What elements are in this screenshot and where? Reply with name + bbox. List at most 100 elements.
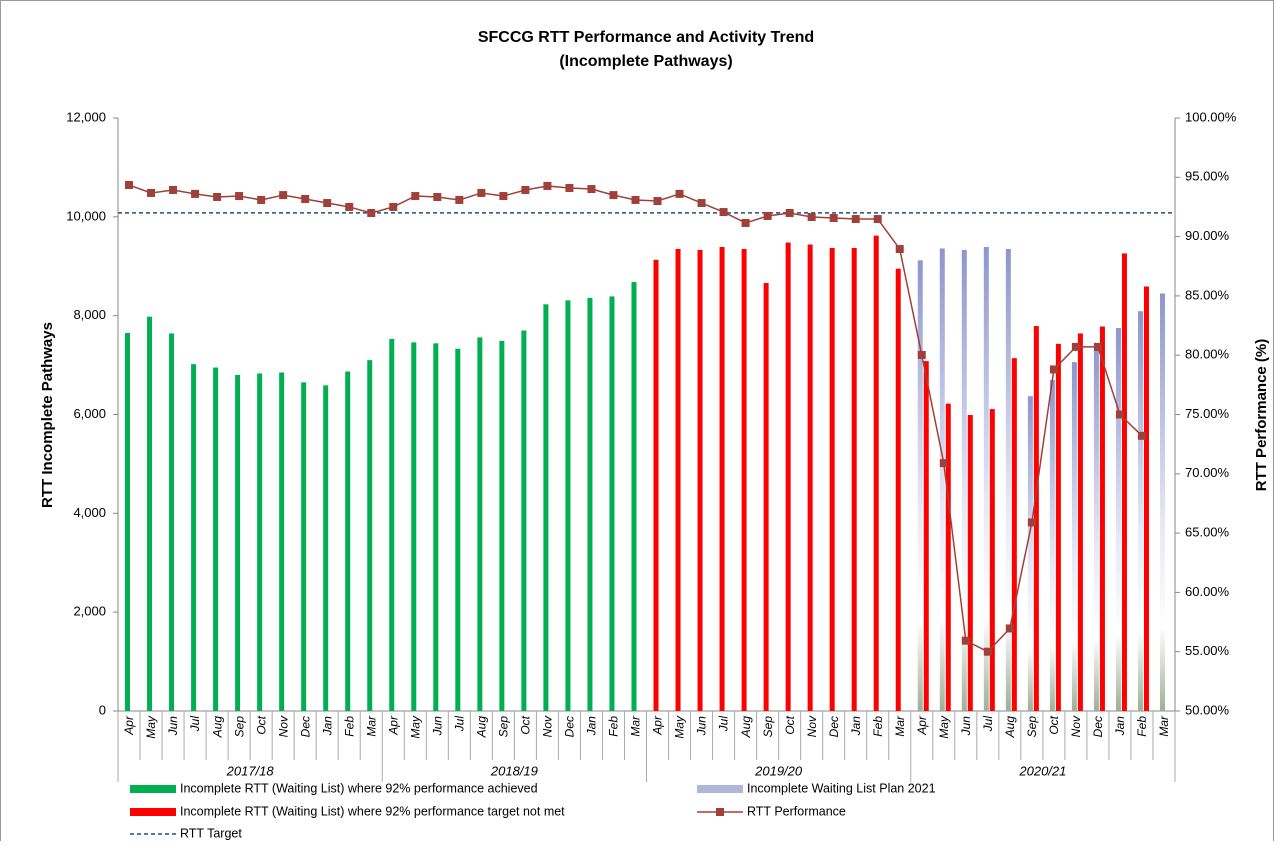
bar (1121, 253, 1127, 711)
legend-swatch (716, 808, 724, 816)
legend-label: Incomplete RTT (Waiting List) where 92% … (180, 804, 565, 818)
bar (945, 403, 951, 711)
bar (1099, 326, 1105, 711)
y-tick-label: 8,000 (73, 307, 106, 322)
performance-marker (851, 215, 860, 224)
group-label: 2018/19 (490, 763, 538, 778)
performance-marker (345, 202, 354, 211)
performance-marker (1027, 518, 1036, 527)
x-tick-label: Dec (298, 716, 312, 737)
y-tick-label: 0 (99, 702, 106, 717)
plan-bar (1005, 248, 1011, 711)
performance-marker (433, 192, 442, 201)
group-label: 2019/20 (754, 763, 803, 778)
y2-axis-title: RTT Performance (%) (1253, 339, 1270, 492)
y2-tick-label: 80.00% (1185, 347, 1230, 362)
plan-bar (917, 260, 923, 711)
performance-marker (1137, 431, 1146, 440)
x-tick-label: May (408, 715, 422, 739)
x-tick-label: Apr (915, 715, 929, 736)
plan-bar (983, 246, 989, 712)
x-tick-label: Jun (959, 716, 973, 737)
bar (477, 337, 483, 711)
performance-marker (587, 185, 596, 194)
x-tick-label: Jan (320, 716, 334, 737)
performance-marker (301, 195, 310, 204)
bar (763, 283, 769, 711)
y2-tick-label: 95.00% (1185, 169, 1230, 184)
performance-marker (785, 208, 794, 217)
performance-marker (807, 213, 816, 222)
x-tick-label: Dec (563, 716, 577, 737)
performance-marker (961, 636, 970, 645)
x-tick-label: Feb (1135, 716, 1149, 737)
x-tick-label: Dec (1091, 716, 1105, 737)
plan-bar (1093, 343, 1099, 711)
plan-bar (1049, 379, 1055, 711)
bar (543, 304, 549, 711)
performance-marker (565, 183, 574, 192)
bar (389, 338, 395, 711)
bar (433, 343, 439, 711)
group-label: 2020/21 (1018, 763, 1066, 778)
plan-bar (961, 249, 967, 711)
bar (631, 282, 637, 711)
x-tick-label: Jan (849, 716, 863, 737)
x-tick-label: Mar (893, 715, 907, 737)
bar (565, 300, 571, 711)
plan-bar (1071, 362, 1077, 711)
performance-marker (829, 213, 838, 222)
plan-bar (1027, 396, 1033, 711)
performance-marker (125, 181, 134, 190)
performance-marker (257, 195, 266, 204)
bar (719, 246, 725, 712)
y-tick-label: 6,000 (73, 406, 106, 421)
bar (1011, 358, 1017, 711)
x-tick-label: Aug (475, 716, 489, 739)
bar (697, 249, 703, 711)
x-tick-label: Aug (1003, 716, 1017, 739)
performance-marker (983, 647, 992, 656)
x-tick-label: Jun (430, 716, 444, 737)
x-tick-label: Jan (1113, 716, 1127, 737)
bar (895, 268, 901, 711)
y2-tick-label: 90.00% (1185, 228, 1230, 243)
y2-tick-label: 85.00% (1185, 287, 1230, 302)
chart-subtitle: (Incomplete Pathways) (559, 53, 732, 70)
legend-label: RTT Performance (747, 804, 846, 818)
x-tick-label: Jul (188, 716, 202, 733)
performance-marker (873, 215, 882, 224)
bar (653, 259, 659, 711)
bar (587, 297, 593, 711)
bar (235, 374, 241, 711)
x-tick-label: Sep (497, 716, 511, 738)
performance-marker (939, 459, 948, 468)
performance-marker (147, 188, 156, 197)
bar (829, 247, 835, 712)
x-tick-label: Jul (981, 716, 995, 733)
x-tick-label: Oct (783, 715, 797, 734)
legend-label: Incomplete Waiting List Plan 2021 (747, 781, 936, 795)
y2-tick-label: 50.00% (1185, 702, 1230, 717)
x-tick-label: Mar (629, 715, 643, 737)
y2-tick-label: 70.00% (1185, 465, 1230, 480)
x-tick-label: Oct (254, 715, 268, 734)
bar (1033, 326, 1039, 711)
bar (807, 244, 813, 712)
performance-marker (697, 199, 706, 208)
performance-marker (191, 189, 200, 198)
bar (521, 330, 527, 711)
performance-marker (543, 181, 552, 190)
bar (675, 248, 681, 711)
x-tick-label: Nov (805, 715, 819, 737)
performance-marker (917, 350, 926, 359)
x-tick-label: Aug (210, 716, 224, 739)
performance-marker (323, 199, 332, 208)
y-tick-label: 10,000 (66, 208, 106, 223)
x-tick-label: Jun (166, 716, 180, 737)
x-tick-label: May (144, 715, 158, 739)
performance-marker (1005, 624, 1014, 633)
performance-marker (477, 188, 486, 197)
bar (499, 340, 505, 711)
legend-label: RTT Target (180, 826, 242, 840)
